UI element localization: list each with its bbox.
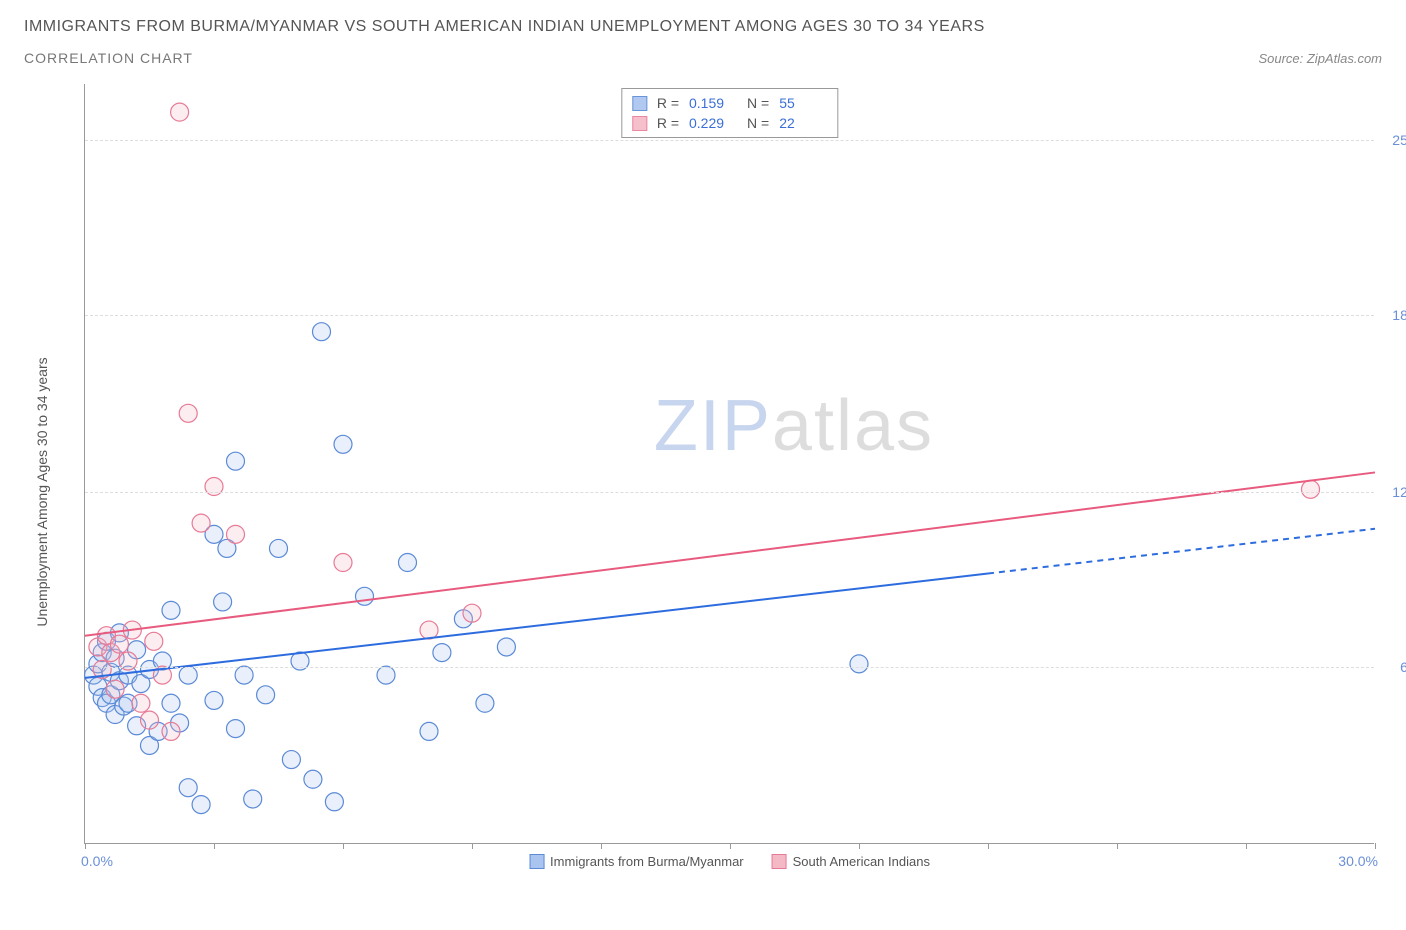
correlation-legend-box: R = 0.159 N = 55 R = 0.229 N = 22	[621, 88, 838, 138]
scatter-point-south_american	[132, 694, 150, 712]
y-tick-label: 25.0%	[1382, 132, 1406, 148]
scatter-point-burma	[399, 554, 417, 572]
scatter-svg	[85, 84, 1374, 843]
scatter-point-burma	[179, 666, 197, 684]
scatter-point-burma	[325, 793, 343, 811]
grid-line	[85, 492, 1374, 493]
legend-item-burma: Immigrants from Burma/Myanmar	[529, 854, 744, 869]
legend-swatch	[632, 116, 647, 131]
y-tick-label: 18.8%	[1382, 307, 1406, 323]
scatter-point-burma	[433, 644, 451, 662]
x-tick	[1117, 843, 1118, 849]
scatter-point-south_american	[162, 722, 180, 740]
scatter-point-south_american	[1302, 480, 1320, 498]
scatter-point-burma	[850, 655, 868, 673]
x-tick	[859, 843, 860, 849]
y-axis-title: Unemployment Among Ages 30 to 34 years	[34, 357, 50, 626]
y-tick-label: 6.3%	[1382, 659, 1406, 675]
x-tick	[214, 843, 215, 849]
scatter-point-burma	[205, 691, 223, 709]
scatter-point-burma	[227, 720, 245, 738]
x-tick	[1246, 843, 1247, 849]
legend-swatch	[632, 96, 647, 111]
grid-line	[85, 140, 1374, 141]
legend-item-south_american: South American Indians	[772, 854, 930, 869]
legend-swatch	[772, 854, 787, 869]
correlation-row-burma: R = 0.159 N = 55	[632, 93, 827, 113]
scatter-point-burma	[235, 666, 253, 684]
r-label: R =	[657, 115, 679, 131]
x-tick	[601, 843, 602, 849]
scatter-point-south_american	[179, 404, 197, 422]
scatter-point-burma	[420, 722, 438, 740]
r-value: 0.229	[689, 115, 737, 131]
subtitle-row: CORRELATION CHART Source: ZipAtlas.com	[24, 50, 1382, 66]
n-value: 22	[779, 115, 827, 131]
x-tick	[988, 843, 989, 849]
plot-area: ZIPatlas R =0.159N =55R =0.229N =22 0.0%…	[84, 84, 1374, 844]
scatter-point-burma	[377, 666, 395, 684]
y-tick-label: 12.5%	[1382, 484, 1406, 500]
scatter-point-burma	[476, 694, 494, 712]
scatter-point-burma	[313, 323, 331, 341]
scatter-point-burma	[192, 796, 210, 814]
scatter-point-burma	[356, 587, 374, 605]
correlation-row-south_american: R = 0.229 N = 22	[632, 113, 827, 133]
legend-label: South American Indians	[793, 854, 930, 869]
r-label: R =	[657, 95, 679, 111]
chart-container: Unemployment Among Ages 30 to 34 years Z…	[24, 74, 1384, 894]
scatter-point-south_american	[420, 621, 438, 639]
scatter-point-south_american	[106, 680, 124, 698]
scatter-point-south_american	[145, 632, 163, 650]
r-value: 0.159	[689, 95, 737, 111]
x-tick	[343, 843, 344, 849]
x-tick	[1375, 843, 1376, 849]
scatter-point-burma	[282, 751, 300, 769]
source-label: Source: ZipAtlas.com	[1258, 51, 1382, 66]
series-legend: Immigrants from Burma/Myanmar South Ameri…	[529, 854, 930, 869]
scatter-point-burma	[227, 452, 245, 470]
legend-swatch	[529, 854, 544, 869]
legend-label: Immigrants from Burma/Myanmar	[550, 854, 744, 869]
scatter-point-burma	[304, 770, 322, 788]
grid-line	[85, 667, 1374, 668]
scatter-point-burma	[270, 539, 288, 557]
grid-line	[85, 315, 1374, 316]
x-tick	[85, 843, 86, 849]
chart-subtitle: CORRELATION CHART	[24, 50, 193, 66]
scatter-point-south_american	[110, 635, 128, 653]
x-tick	[472, 843, 473, 849]
scatter-point-south_american	[141, 711, 159, 729]
scatter-point-south_american	[227, 525, 245, 543]
scatter-point-burma	[334, 435, 352, 453]
scatter-point-burma	[214, 593, 232, 611]
scatter-point-burma	[162, 601, 180, 619]
x-min-label: 0.0%	[81, 853, 113, 869]
x-max-label: 30.0%	[1338, 853, 1378, 869]
scatter-point-burma	[497, 638, 515, 656]
scatter-point-south_american	[171, 103, 189, 121]
n-label: N =	[747, 115, 769, 131]
scatter-point-south_american	[334, 554, 352, 572]
scatter-point-burma	[257, 686, 275, 704]
scatter-point-burma	[179, 779, 197, 797]
x-tick	[730, 843, 731, 849]
scatter-point-burma	[162, 694, 180, 712]
n-value: 55	[779, 95, 827, 111]
n-label: N =	[747, 95, 769, 111]
trend-line-dash-burma	[988, 529, 1375, 574]
scatter-point-burma	[244, 790, 262, 808]
chart-title: IMMIGRANTS FROM BURMA/MYANMAR VS SOUTH A…	[24, 18, 1382, 36]
scatter-point-south_american	[192, 514, 210, 532]
scatter-point-south_american	[463, 604, 481, 622]
